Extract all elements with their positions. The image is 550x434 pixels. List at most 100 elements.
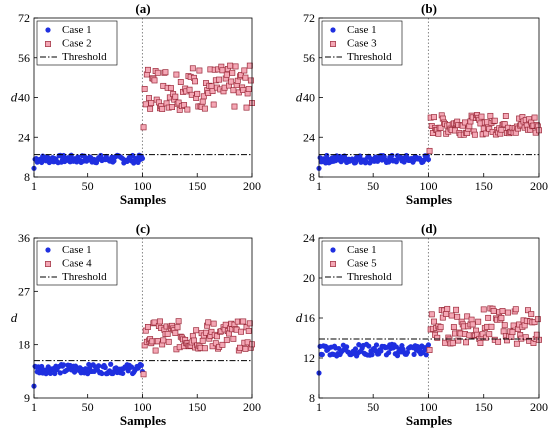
y-tick-label: 72 [303, 11, 315, 25]
y-tick-label: 20 [303, 271, 315, 285]
case2-point [159, 106, 166, 112]
case2-point [210, 101, 217, 108]
case2-point [213, 333, 220, 340]
case1-point [71, 369, 78, 375]
case2-point [173, 71, 180, 78]
y-axis-label: d [296, 310, 303, 325]
y-tick-label: 40 [303, 91, 315, 105]
case1-point [373, 342, 380, 348]
case2-point [477, 340, 484, 346]
y-tick-label: 8 [24, 170, 30, 184]
case2-point [167, 85, 174, 92]
case1-point [378, 348, 384, 354]
case2-point [210, 320, 217, 327]
y-tick-label: 72 [18, 11, 30, 25]
case2-point [192, 78, 198, 85]
case2-point [242, 345, 249, 352]
y-tick-label: 8 [309, 170, 315, 184]
case2-point [243, 104, 250, 111]
y-axis-label: d [11, 310, 18, 325]
case2-point [140, 124, 147, 131]
case2-point [141, 85, 148, 92]
case2-point [434, 334, 441, 341]
x-axis-label: Samples [406, 413, 452, 428]
case2-point [164, 331, 171, 337]
y-tick-label: 16 [303, 311, 315, 325]
legend-label: Case 1 [347, 24, 377, 36]
case2-point [505, 309, 511, 316]
case2-point [190, 337, 197, 344]
case2-point [157, 318, 163, 325]
case2-point [245, 86, 252, 92]
case2-point [223, 71, 230, 78]
case2-point [428, 311, 435, 318]
x-axis-label: Samples [120, 413, 166, 428]
legend-case1-marker [45, 247, 51, 253]
case2-point [199, 98, 206, 105]
y-tick-label: 18 [18, 338, 30, 352]
case2-point [450, 324, 457, 331]
case1-point [47, 370, 54, 377]
case2-point [165, 338, 172, 345]
x-tick-label: 50 [82, 179, 94, 193]
x-tick-label: 150 [475, 400, 493, 414]
case2-point [162, 69, 169, 76]
legend-case2-marker [45, 261, 51, 267]
axes-frame [33, 237, 253, 399]
case2-point [146, 95, 152, 102]
case2-point [431, 318, 437, 325]
case2-point [495, 338, 502, 345]
case2-point [455, 337, 462, 344]
case2-point [144, 66, 151, 73]
x-tick-label: 1 [316, 179, 322, 193]
case2-point [169, 104, 175, 111]
y-tick-label: 36 [18, 231, 30, 245]
x-tick-label: 50 [367, 400, 379, 414]
x-tick-label: 150 [188, 179, 206, 193]
x-tick-label: 150 [475, 179, 493, 193]
case2-point [193, 327, 200, 334]
case2-point [502, 113, 509, 119]
case1-point [389, 152, 395, 159]
y-tick-label: 24 [303, 130, 315, 144]
case2-point [498, 315, 505, 321]
legend-case2-marker [330, 41, 336, 47]
case2-point [201, 105, 208, 112]
case2-point [144, 324, 151, 330]
case2-point [247, 77, 254, 84]
y-tick-label: 24 [303, 231, 315, 245]
case1-point [111, 158, 117, 164]
case2-point [216, 76, 223, 83]
x-tick-label: 1 [31, 400, 37, 414]
case2-point [201, 345, 208, 352]
case2-point [443, 311, 450, 317]
case2-point [478, 113, 485, 120]
x-tick-label: 1 [31, 179, 37, 193]
panel-title: (d) [421, 221, 437, 236]
case2-point [231, 103, 238, 110]
case2-point [246, 320, 253, 327]
case2-point [534, 316, 541, 323]
case2-point [471, 131, 478, 138]
case2-point [479, 331, 486, 338]
case2-point [486, 125, 493, 132]
case2-point [453, 306, 460, 313]
case1-point [369, 352, 375, 358]
case1-point [352, 346, 359, 352]
case1-point [68, 152, 74, 158]
case2-point [172, 330, 179, 336]
case2-point [230, 87, 237, 94]
case2-point [482, 334, 489, 341]
case1-point [337, 153, 343, 160]
case2-point [468, 316, 475, 323]
x-tick-label: 100 [133, 179, 151, 193]
case1-point [120, 370, 126, 377]
case2-point [524, 307, 531, 314]
case2-point [431, 114, 437, 121]
case2-point [245, 327, 252, 334]
legend-label: Case 1 [62, 24, 92, 36]
case2-point [196, 67, 203, 74]
